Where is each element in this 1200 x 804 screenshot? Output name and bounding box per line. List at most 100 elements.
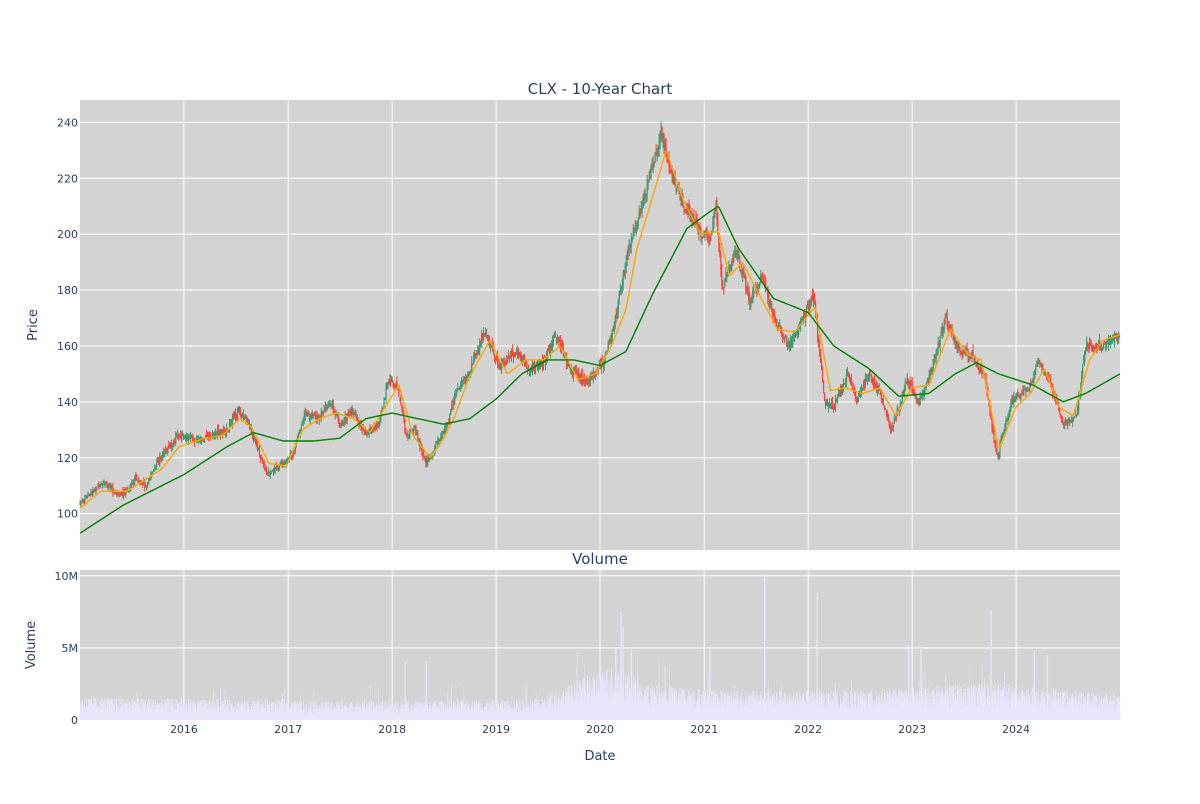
candle-body <box>526 363 527 367</box>
candle-body <box>406 433 407 434</box>
candle-body <box>193 438 194 439</box>
candle-body <box>505 362 506 364</box>
candle-body <box>292 456 293 457</box>
candle-body <box>366 435 367 436</box>
candle-body <box>147 482 148 484</box>
candle-body <box>642 206 643 210</box>
candle-body <box>105 483 106 484</box>
candle-body <box>587 379 588 381</box>
candle-body <box>722 285 723 289</box>
candle-body <box>618 301 619 313</box>
volume-bar <box>908 645 909 720</box>
candle-body <box>264 465 265 468</box>
candle-body <box>688 204 689 208</box>
candle-body <box>709 238 710 241</box>
candle-body <box>516 354 517 355</box>
candle-body <box>400 398 401 405</box>
candle-body <box>409 430 410 434</box>
volume-bar <box>709 648 710 720</box>
candle-body <box>181 435 182 440</box>
candle-body <box>377 426 378 427</box>
candle-body <box>379 417 380 423</box>
candle-body <box>402 407 403 414</box>
candle-body <box>386 386 387 389</box>
candle-body <box>173 444 174 445</box>
candle-body <box>456 390 457 394</box>
candle-body <box>471 361 472 372</box>
candle-body <box>237 410 238 417</box>
candle-body <box>218 428 219 433</box>
candle-body <box>133 482 134 483</box>
volume-bar <box>1047 655 1048 720</box>
candle-body <box>495 358 496 359</box>
candle-body <box>552 341 553 348</box>
candle-body <box>423 455 424 456</box>
candle-body <box>417 433 418 440</box>
candle-body <box>638 220 639 226</box>
candle-body <box>513 355 514 359</box>
candle-body <box>84 498 85 501</box>
candle-body <box>643 202 644 205</box>
candle-body <box>112 486 113 494</box>
candle-body <box>576 371 577 372</box>
candle-body <box>106 485 107 487</box>
candle-body <box>578 370 579 378</box>
candle-body <box>135 475 136 477</box>
candle-body <box>98 485 99 487</box>
candle-body <box>254 437 255 439</box>
candle-body <box>413 430 414 431</box>
candle-body <box>232 418 233 423</box>
candle-body <box>207 435 208 436</box>
candle-body <box>515 352 516 353</box>
candle-body <box>92 489 93 493</box>
candle-body <box>83 501 84 503</box>
volume-bar <box>631 648 632 720</box>
candle-body <box>378 424 379 426</box>
candle-body <box>702 237 703 238</box>
candle-body <box>338 414 339 421</box>
candle-body <box>683 208 684 209</box>
candle-body <box>680 200 681 201</box>
candle-body <box>424 457 425 458</box>
candle-body <box>626 262 627 268</box>
candle-body <box>255 439 256 441</box>
candle-body <box>159 456 160 465</box>
candle-body <box>308 412 309 416</box>
candle-body <box>619 294 620 300</box>
candle-body <box>520 352 521 355</box>
candle-body <box>472 364 473 365</box>
candle-body <box>514 353 515 355</box>
candle-body <box>165 449 166 453</box>
candle-body <box>675 190 676 191</box>
candle-body <box>710 236 711 237</box>
candle-body <box>102 484 103 485</box>
candle-body <box>241 414 242 418</box>
candle-body <box>646 194 647 197</box>
candle-body <box>248 422 249 423</box>
volume-bar <box>1120 711 1121 720</box>
candle-body <box>356 415 357 418</box>
candle-body <box>224 428 225 432</box>
candle-body <box>90 491 91 496</box>
candle-body <box>656 152 657 157</box>
candle-body <box>721 271 722 286</box>
candle-body <box>647 183 648 194</box>
candle-body <box>354 410 355 415</box>
candle-body <box>274 470 275 472</box>
candle-body <box>156 461 157 466</box>
candle-body <box>555 337 556 338</box>
candle-body <box>113 493 114 494</box>
candle-body <box>707 237 708 239</box>
candle-body <box>314 415 315 416</box>
candle-body <box>723 289 724 290</box>
candle-body <box>172 446 173 447</box>
candle-body <box>449 414 450 423</box>
candle-body <box>631 239 632 247</box>
candle-body <box>262 458 263 460</box>
candle-body <box>612 330 613 343</box>
candle-body <box>650 174 651 179</box>
candle-body <box>435 445 436 447</box>
volume-bar <box>920 646 921 720</box>
candle-body <box>719 247 720 256</box>
